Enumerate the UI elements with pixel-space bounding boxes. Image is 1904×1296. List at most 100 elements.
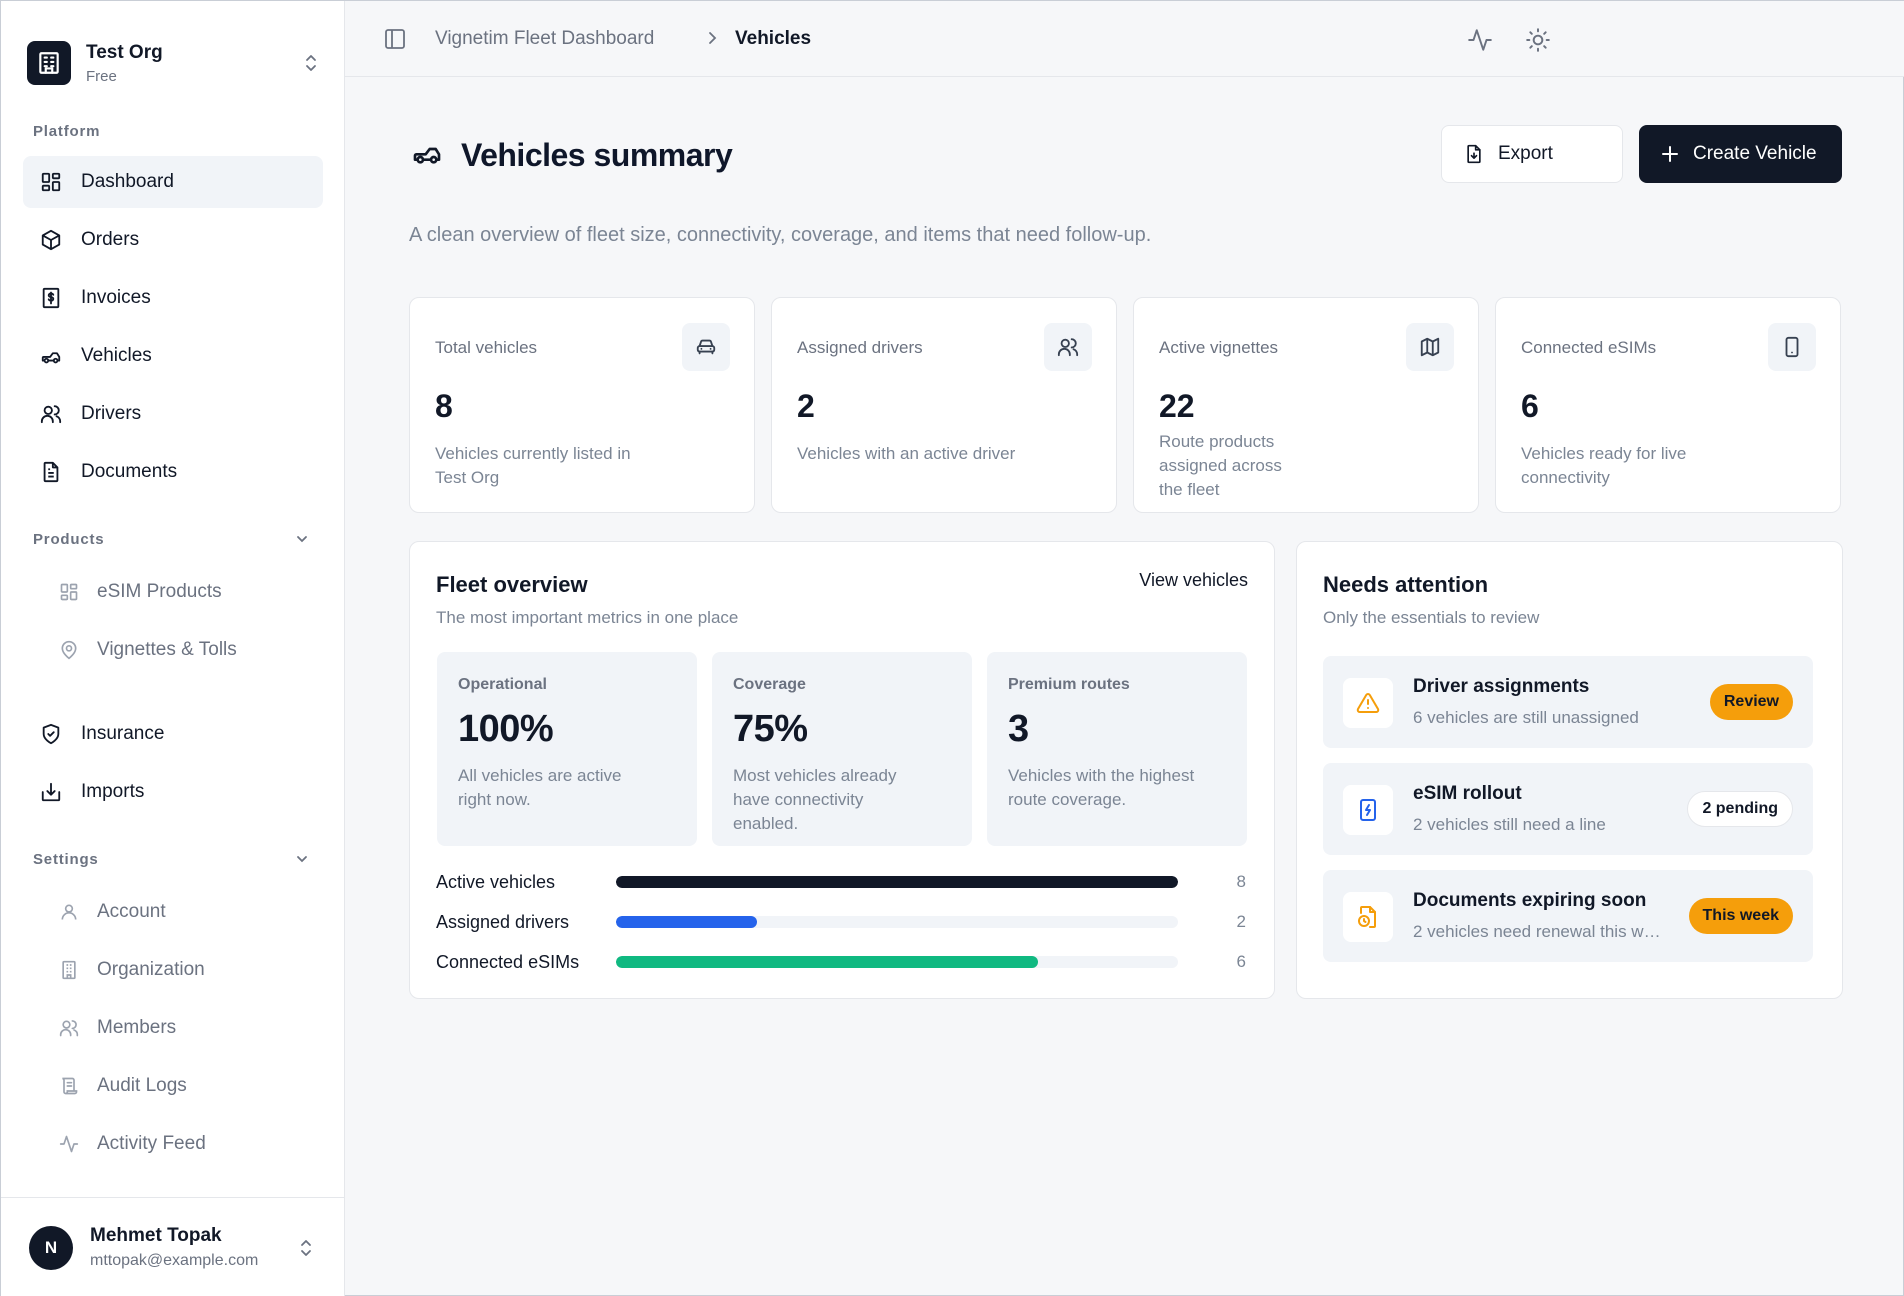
plus-icon — [1661, 145, 1679, 163]
page-title: Vehicles summary — [461, 137, 733, 173]
stat-card-connected-esims: Connected eSIMs 6 Vehicles ready for liv… — [1495, 297, 1841, 513]
sidebar-item-label: Vignettes & Tolls — [97, 639, 237, 660]
car-front-icon — [682, 323, 730, 371]
stat-value: 2 — [797, 388, 815, 424]
progress-fill — [616, 876, 1178, 888]
stat-description: Vehicles with an active driver — [797, 444, 1016, 463]
page-header: Vehicles summary — [409, 137, 733, 174]
sidebar-item-label: Audit Logs — [97, 1075, 187, 1096]
sim-zap-icon — [1343, 785, 1393, 835]
progress-track — [616, 876, 1178, 888]
bar-row-connected-esims: Connected eSIMs 6 — [436, 950, 1246, 974]
page-subtitle: A clean overview of fleet size, connecti… — [409, 224, 1152, 246]
sidebar-toggle-icon[interactable] — [383, 27, 407, 51]
bar-label: Connected eSIMs — [436, 951, 580, 972]
attention-item-documents-expiring[interactable]: Documents expiring soon 2 vehicles need … — [1323, 870, 1813, 962]
stat-card-active-vignettes: Active vignettes 22 Route products assig… — [1133, 297, 1479, 513]
sidebar-item-vignettes-tolls[interactable]: Vignettes & Tolls — [57, 624, 323, 676]
activity-icon[interactable] — [1467, 27, 1493, 53]
metric-operational: Operational 100% All vehicles are active… — [437, 652, 697, 846]
breadcrumb-parent[interactable]: Vignetim Fleet Dashboard — [435, 28, 655, 49]
file-text-icon — [39, 460, 63, 484]
sidebar-item-esim-products[interactable]: eSIM Products — [57, 566, 323, 618]
sidebar-item-label: Invoices — [81, 287, 151, 308]
sidebar-item-label: Dashboard — [81, 171, 174, 192]
building-icon — [57, 958, 81, 982]
progress-fill — [616, 916, 757, 928]
bar-row-active-vehicles: Active vehicles 8 — [436, 870, 1246, 894]
users-icon — [39, 402, 63, 426]
sidebar-item-account[interactable]: Account — [57, 886, 323, 938]
create-vehicle-button[interactable]: Create Vehicle — [1639, 125, 1842, 183]
chevron-right-icon — [705, 29, 719, 52]
sidebar-item-label: Documents — [81, 461, 178, 482]
stat-description: Vehicles currently listed in Test Org — [435, 444, 631, 487]
receipt-dollar-icon — [39, 286, 63, 310]
attention-description: 2 vehicles still need a line — [1413, 815, 1606, 834]
status-badge: Review — [1709, 684, 1793, 720]
needs-attention-card: Needs attention Only the essentials to r… — [1296, 541, 1843, 999]
sidebar-item-orders[interactable]: Orders — [23, 214, 323, 266]
export-button[interactable]: Export — [1441, 125, 1623, 183]
stat-description: Vehicles ready for live connectivity — [1521, 444, 1687, 487]
chevron-down-icon[interactable] — [294, 851, 310, 872]
stat-description: Route products assigned across the fleet — [1159, 432, 1282, 499]
sidebar-item-label: Orders — [81, 229, 140, 250]
metric-value: 3 — [1008, 708, 1029, 750]
sidebar-item-dashboard[interactable]: Dashboard — [23, 156, 323, 208]
stat-label: Connected eSIMs — [1521, 338, 1657, 357]
building-icon — [27, 41, 71, 85]
sidebar-item-invoices[interactable]: Invoices — [23, 272, 323, 324]
sidebar-item-label: Activity Feed — [97, 1133, 206, 1154]
user-icon — [57, 900, 81, 924]
attention-item-esim-rollout[interactable]: eSIM rollout 2 vehicles still need a lin… — [1323, 763, 1813, 855]
chevron-down-icon[interactable] — [294, 531, 310, 552]
import-icon — [39, 780, 63, 804]
attention-description: 2 vehicles need renewal this week — [1413, 922, 1663, 941]
scroll-icon — [57, 1074, 81, 1098]
bar-value: 6 — [1236, 952, 1246, 971]
sidebar-item-drivers[interactable]: Drivers — [23, 388, 323, 440]
metric-description: Most vehicles already have connectivity … — [733, 766, 897, 833]
metric-description: All vehicles are active right now. — [458, 766, 622, 809]
sidebar-item-organization[interactable]: Organization — [57, 944, 323, 996]
metric-value: 100% — [458, 708, 554, 750]
sidebar-item-activity-feed[interactable]: Activity Feed — [57, 1118, 323, 1170]
sidebar-item-audit-logs[interactable]: Audit Logs — [57, 1060, 323, 1112]
attention-title: Driver assignments — [1413, 676, 1590, 697]
export-label: Export — [1498, 143, 1553, 164]
org-switcher[interactable]: Test Org Free — [27, 35, 321, 91]
layout-grid-icon — [39, 170, 63, 194]
map-pin-icon — [57, 638, 81, 662]
sidebar-item-members[interactable]: Members — [57, 1002, 323, 1054]
org-plan: Free — [86, 67, 117, 85]
sidebar-item-label: Insurance — [81, 723, 165, 744]
card-subtitle: Only the essentials to review — [1323, 608, 1540, 627]
sidebar-item-label: eSIM Products — [97, 581, 222, 602]
sidebar-item-label: Members — [97, 1017, 177, 1038]
attention-item-driver-assignments[interactable]: Driver assignments 6 vehicles are still … — [1323, 656, 1813, 748]
sidebar-item-vehicles[interactable]: Vehicles — [23, 330, 323, 382]
card-title: Fleet overview — [436, 572, 588, 597]
shield-check-icon — [39, 722, 63, 746]
attention-title: eSIM rollout — [1413, 783, 1522, 804]
stat-value: 6 — [1521, 388, 1539, 424]
map-icon — [1406, 323, 1454, 371]
sidebar-item-imports[interactable]: Imports — [23, 766, 323, 818]
metric-label: Operational — [458, 676, 547, 693]
stat-label: Total vehicles — [435, 338, 538, 357]
attention-title: Documents expiring soon — [1413, 890, 1647, 911]
metric-value: 75% — [733, 708, 808, 750]
view-vehicles-link[interactable]: View vehicles — [1139, 570, 1248, 590]
chevrons-up-down-icon — [301, 51, 321, 75]
sun-icon[interactable] — [1525, 27, 1551, 53]
section-label-settings: Settings — [33, 851, 99, 868]
progress-fill — [616, 956, 1038, 968]
chevrons-up-down-icon — [296, 1236, 316, 1260]
user-menu[interactable]: N Mehmet Topak mttopak@example.com — [1, 1197, 344, 1296]
progress-track — [616, 956, 1178, 968]
sidebar-item-insurance[interactable]: Insurance — [23, 708, 323, 760]
sidebar-item-documents[interactable]: Documents — [23, 446, 323, 498]
stat-value: 8 — [435, 388, 453, 424]
